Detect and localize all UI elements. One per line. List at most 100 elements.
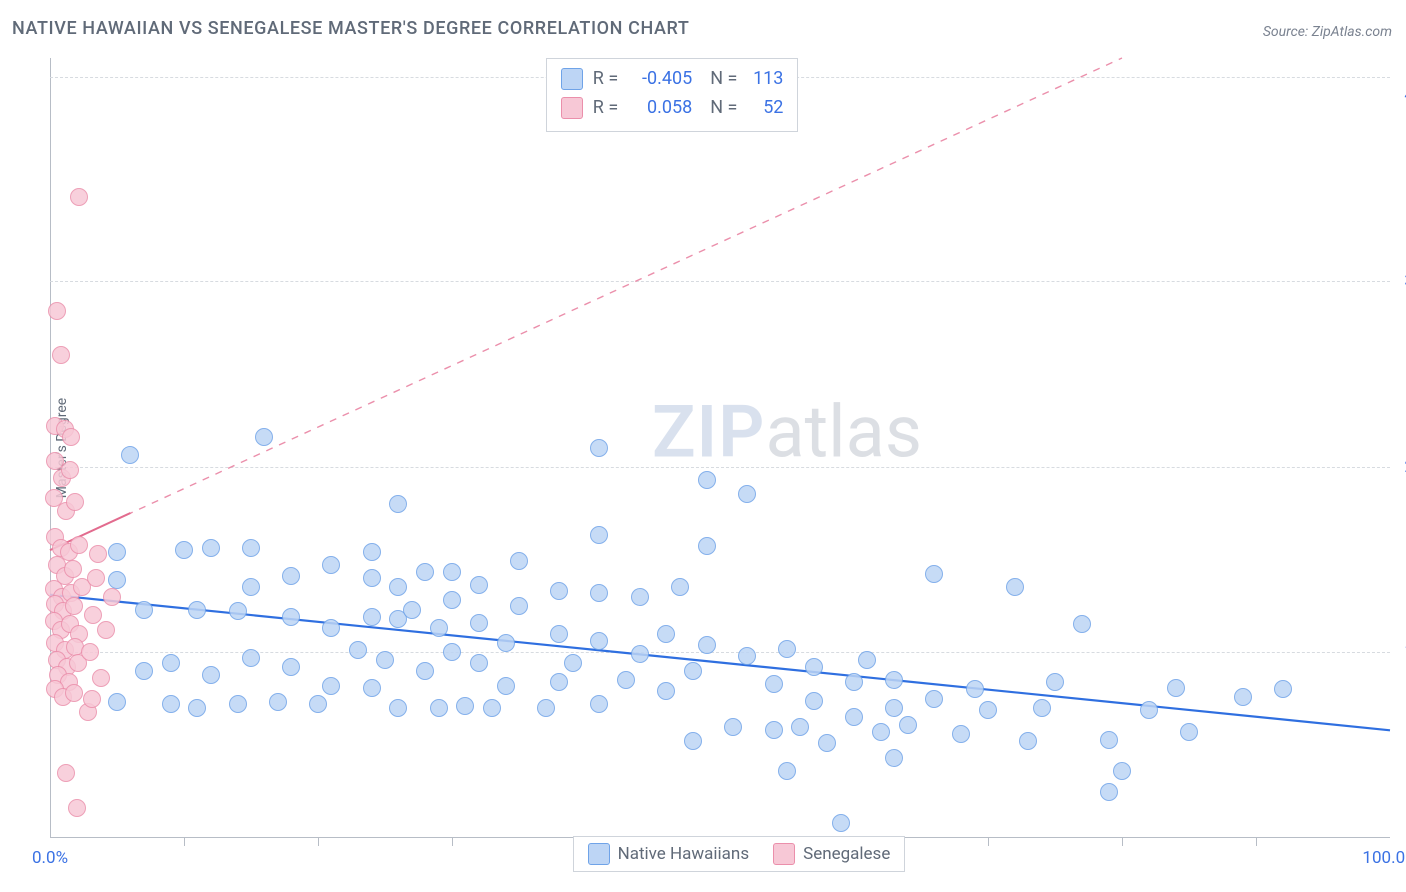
data-point xyxy=(590,695,608,713)
r-value: 0.058 xyxy=(628,94,692,123)
data-point xyxy=(818,734,836,752)
data-point xyxy=(698,471,716,489)
data-point xyxy=(89,545,107,563)
data-point xyxy=(1100,783,1118,801)
data-point xyxy=(1274,680,1292,698)
n-label: N = xyxy=(710,94,737,123)
data-point xyxy=(229,695,247,713)
correlation-stats-box: R =-0.405N =113R =0.058N =52 xyxy=(546,58,799,132)
data-point xyxy=(497,677,515,695)
data-point xyxy=(617,671,635,689)
data-point xyxy=(765,721,783,739)
data-point xyxy=(765,675,783,693)
data-point xyxy=(510,552,528,570)
data-point xyxy=(162,695,180,713)
data-point xyxy=(70,536,88,554)
data-point xyxy=(389,578,407,596)
data-point xyxy=(510,597,528,615)
x-tick-label: 0.0% xyxy=(32,848,68,868)
data-point xyxy=(103,588,121,606)
data-point xyxy=(791,718,809,736)
data-point xyxy=(322,556,340,574)
x-tick xyxy=(184,838,185,846)
data-point xyxy=(81,643,99,661)
data-point xyxy=(376,651,394,669)
data-point xyxy=(97,621,115,639)
data-point xyxy=(108,693,126,711)
n-value: 113 xyxy=(747,65,783,94)
r-label: R = xyxy=(593,94,618,123)
data-point xyxy=(70,188,88,206)
data-point xyxy=(87,569,105,587)
data-point xyxy=(698,636,716,654)
swatch-icon xyxy=(588,843,610,865)
data-point xyxy=(470,614,488,632)
data-point xyxy=(416,563,434,581)
data-point xyxy=(255,428,273,446)
data-point xyxy=(162,654,180,672)
data-point xyxy=(363,608,381,626)
data-point xyxy=(66,493,84,511)
stat-row: R =0.058N =52 xyxy=(561,94,784,123)
data-point xyxy=(84,606,102,624)
data-point xyxy=(1019,732,1037,750)
data-point xyxy=(738,485,756,503)
data-point xyxy=(724,718,742,736)
chart-title: NATIVE HAWAIIAN VS SENEGALESE MASTER'S D… xyxy=(12,18,689,39)
data-point xyxy=(282,608,300,626)
x-tick xyxy=(1122,838,1123,846)
data-point xyxy=(483,699,501,717)
data-point xyxy=(48,302,66,320)
legend-item: Native Hawaiians xyxy=(588,843,750,865)
data-point xyxy=(778,762,796,780)
source-credit: Source: ZipAtlas.com xyxy=(1263,24,1392,40)
data-point xyxy=(68,799,86,817)
legend-label: Senegalese xyxy=(803,844,890,864)
data-point xyxy=(1073,615,1091,633)
data-point xyxy=(805,692,823,710)
data-point xyxy=(885,671,903,689)
data-point xyxy=(61,461,79,479)
data-point xyxy=(925,565,943,583)
swatch-icon xyxy=(561,68,583,90)
data-point xyxy=(188,601,206,619)
data-point xyxy=(590,439,608,457)
data-point xyxy=(202,666,220,684)
data-point xyxy=(805,658,823,676)
data-point xyxy=(657,625,675,643)
data-point xyxy=(590,584,608,602)
data-point xyxy=(1167,679,1185,697)
data-point xyxy=(282,567,300,585)
data-point xyxy=(135,601,153,619)
data-point xyxy=(242,649,260,667)
data-point xyxy=(389,495,407,513)
data-point xyxy=(698,537,716,555)
data-point xyxy=(135,662,153,680)
data-point xyxy=(832,814,850,832)
data-point xyxy=(202,539,220,557)
data-point xyxy=(925,690,943,708)
data-point xyxy=(537,699,555,717)
data-point xyxy=(389,699,407,717)
data-point xyxy=(470,576,488,594)
data-point xyxy=(550,673,568,691)
data-point xyxy=(121,446,139,464)
data-point xyxy=(470,654,488,672)
data-point xyxy=(188,699,206,717)
x-tick xyxy=(452,838,453,846)
trend-line xyxy=(50,58,1122,550)
data-point xyxy=(282,658,300,676)
swatch-icon xyxy=(561,97,583,119)
data-point xyxy=(430,619,448,637)
data-point xyxy=(1234,688,1252,706)
x-tick xyxy=(988,838,989,846)
data-point xyxy=(363,543,381,561)
data-point xyxy=(242,578,260,596)
series-legend: Native Hawaiians Senegalese xyxy=(573,836,906,872)
data-point xyxy=(845,708,863,726)
data-point xyxy=(872,723,890,741)
data-point xyxy=(322,619,340,637)
data-point xyxy=(416,662,434,680)
data-point xyxy=(1033,699,1051,717)
data-point xyxy=(62,428,80,446)
